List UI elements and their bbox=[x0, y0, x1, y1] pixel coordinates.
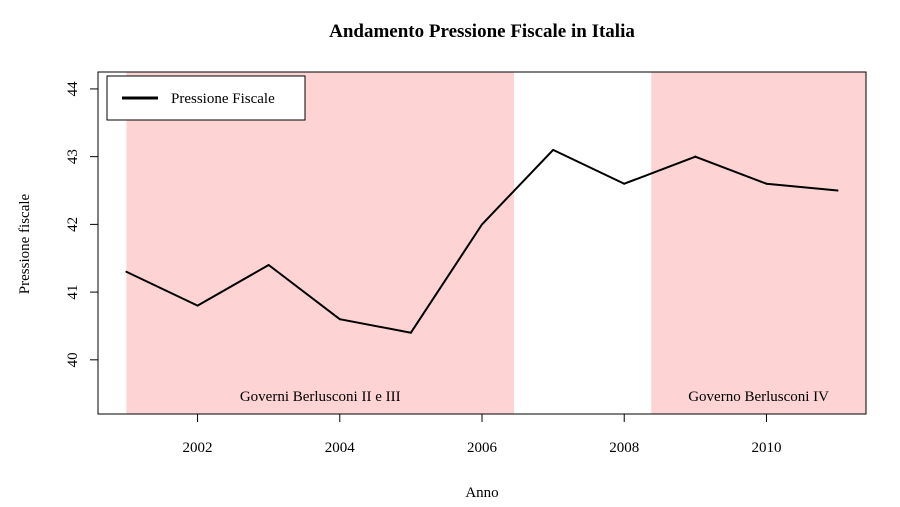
data-point-2004 bbox=[338, 318, 341, 321]
data-point-2011 bbox=[836, 189, 839, 192]
data-point-2001 bbox=[125, 270, 128, 273]
y-tick-label-42: 42 bbox=[65, 217, 81, 232]
data-point-2007 bbox=[552, 148, 555, 151]
shaded-regions bbox=[126, 72, 866, 414]
x-tick-label-2006: 2006 bbox=[467, 440, 498, 456]
x-axis-label: Anno bbox=[465, 485, 498, 501]
data-point-2006 bbox=[481, 223, 483, 226]
data-point-2005 bbox=[409, 331, 412, 334]
data-point-2009 bbox=[694, 155, 697, 158]
data-point-2008 bbox=[623, 182, 626, 185]
shaded-region-label-1: Governi Berlusconi II e III bbox=[240, 389, 401, 405]
data-point-2003 bbox=[267, 264, 270, 267]
x-tick-label-2008: 2008 bbox=[609, 440, 639, 456]
shaded-region-labels: Governi Berlusconi II e III Governo Berlu… bbox=[240, 389, 829, 405]
series-group bbox=[125, 148, 839, 334]
x-tick-label-2010: 2010 bbox=[751, 440, 781, 456]
x-axis: 2002 2004 2006 2008 2010 bbox=[183, 413, 781, 456]
x-tick-label-2004: 2004 bbox=[325, 440, 356, 456]
shaded-region-label-2: Governo Berlusconi IV bbox=[688, 389, 829, 405]
legend-label-pressione-fiscale: Pressione Fiscale bbox=[171, 91, 275, 107]
x-tick-label-2002: 2002 bbox=[183, 440, 213, 456]
y-tick-label-40: 40 bbox=[65, 352, 81, 367]
data-point-2002 bbox=[196, 304, 199, 307]
shaded-region-governi-berlusconi-ii-e-iii bbox=[126, 72, 514, 414]
y-tick-label-41: 41 bbox=[65, 285, 81, 300]
y-axis-label: Pressione fiscale bbox=[17, 193, 33, 294]
legend: Pressione Fiscale bbox=[106, 75, 306, 121]
data-point-2010 bbox=[765, 182, 768, 185]
y-axis: 40 41 42 43 44 bbox=[65, 81, 99, 367]
chart-title: Andamento Pressione Fiscale in Italia bbox=[329, 21, 635, 42]
y-tick-label-44: 44 bbox=[65, 81, 81, 97]
y-tick-label-43: 43 bbox=[65, 149, 81, 164]
shaded-region-governo-berlusconi-iv bbox=[651, 72, 866, 414]
